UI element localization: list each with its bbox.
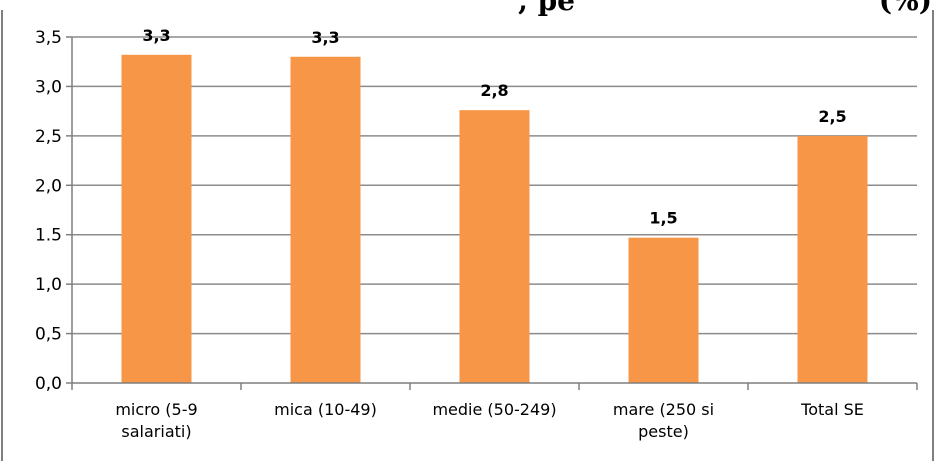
chart-title: , pe (%)	[518, 0, 932, 17]
x-category-label-line: medie (50-249)	[432, 400, 556, 419]
x-category-label-line: Total SE	[800, 400, 864, 419]
bar	[459, 110, 530, 383]
x-category-label-line: salariati)	[121, 422, 191, 441]
data-label: 3,3	[142, 26, 170, 45]
bar	[628, 237, 699, 383]
y-tick-label: 1.5	[35, 226, 62, 246]
y-tick-label: 0,0	[35, 374, 62, 394]
x-category-label-line: peste)	[638, 422, 689, 441]
data-label: 1,5	[649, 209, 677, 228]
bar	[121, 54, 192, 384]
x-category-label: mare (250 si peste)	[613, 400, 714, 441]
chart-title-main: , pe	[518, 0, 575, 17]
x-category-label-line: micro (5-9	[115, 400, 197, 419]
bar	[797, 135, 868, 383]
chart-title-unit: (%)	[879, 0, 932, 17]
y-tick-label: 0,5	[35, 325, 62, 345]
y-tick-label: 2,5	[35, 127, 62, 147]
y-tick-label: 2,0	[35, 176, 62, 196]
y-tick-label: 1,0	[35, 275, 62, 295]
x-category-label-line: mica (10-49)	[274, 400, 377, 419]
x-category-label: Total SE	[800, 400, 864, 419]
data-label: 3,3	[311, 28, 339, 47]
x-category-label-line: mare (250 si	[613, 400, 714, 419]
x-category-label: medie (50-249)	[432, 400, 556, 419]
x-category-label: mica (10-49)	[274, 400, 377, 419]
y-tick-label: 3,5	[35, 28, 62, 48]
data-label: 2,5	[818, 107, 846, 126]
bars: 3,3 3,3 2,8 1,5 2,5	[121, 26, 868, 384]
bar	[290, 56, 361, 384]
y-tick-label: 3,0	[35, 77, 62, 97]
chart-frame	[1, 10, 934, 461]
x-category-label: micro (5-9 salariati)	[115, 400, 197, 441]
x-axis: micro (5-9 salariati) mica (10-49) medie (5…	[71, 382, 918, 441]
data-label: 2,8	[480, 81, 508, 100]
y-axis: 0,0 0,5 1,0 1.5 2,0 2,5 3,0 3,5	[35, 28, 73, 394]
